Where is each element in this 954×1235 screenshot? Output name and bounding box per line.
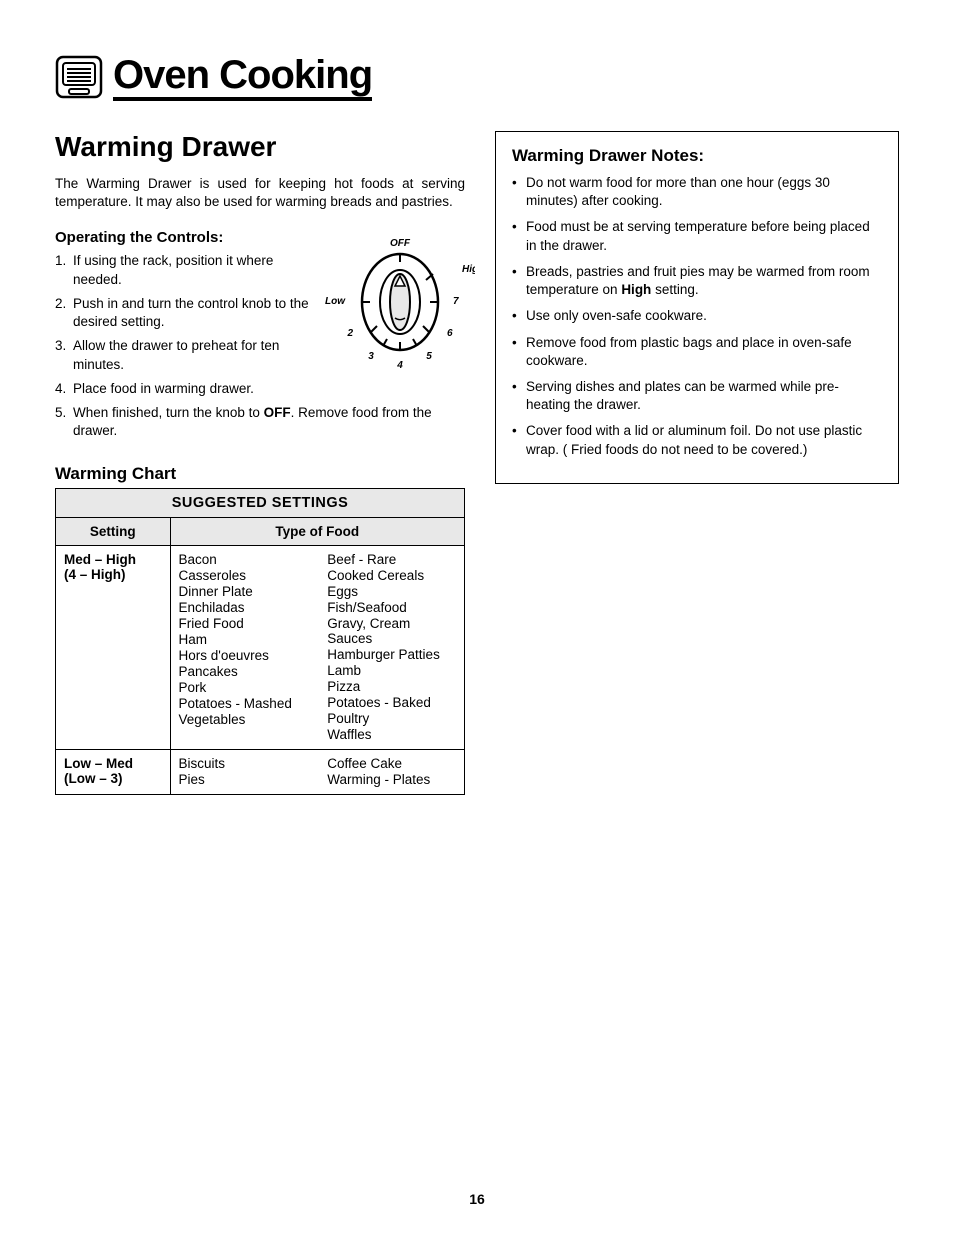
section-title-warming-drawer: Warming Drawer — [55, 131, 465, 163]
note-item: •Cover food with a lid or aluminum foil.… — [512, 422, 882, 458]
oven-icon — [55, 55, 103, 101]
svg-text:2: 2 — [346, 328, 353, 339]
page-header: Oven Cooking — [55, 55, 899, 101]
note-item: •Breads, pastries and fruit pies may be … — [512, 263, 882, 299]
svg-text:5: 5 — [426, 351, 432, 362]
operating-step: 4.Place food in warming drawer. — [55, 380, 465, 398]
svg-text:7: 7 — [453, 296, 459, 307]
note-item: •Remove food from plastic bags and place… — [512, 334, 882, 370]
col-food: Type of Food — [170, 518, 464, 546]
operating-step: 5.When finished, turn the knob to OFF. R… — [55, 404, 465, 440]
warming-chart-table: SUGGESTED SETTINGS Setting Type of Food … — [55, 488, 465, 795]
note-item: •Do not warm food for more than one hour… — [512, 174, 882, 210]
page-number: 16 — [0, 1191, 954, 1207]
table-row: Low – Med(Low – 3)BiscuitsPiesCoffee Cak… — [56, 750, 465, 795]
control-knob-diagram: OFF High 7 6 5 4 3 2 Low — [325, 234, 475, 379]
note-item: •Use only oven-safe cookware. — [512, 307, 882, 325]
note-item: •Food must be at serving temperature bef… — [512, 218, 882, 254]
svg-text:OFF: OFF — [390, 238, 411, 249]
warming-chart-heading: Warming Chart — [55, 464, 465, 484]
notes-list: •Do not warm food for more than one hour… — [512, 174, 882, 459]
svg-text:3: 3 — [368, 351, 374, 362]
table-row: Med – High(4 – High)BaconCasserolesDinne… — [56, 546, 465, 750]
notes-box: Warming Drawer Notes: •Do not warm food … — [495, 131, 899, 484]
note-item: •Serving dishes and plates can be warmed… — [512, 378, 882, 414]
svg-text:6: 6 — [447, 328, 453, 339]
svg-text:High: High — [462, 264, 475, 275]
svg-text:4: 4 — [396, 360, 403, 371]
notes-heading: Warming Drawer Notes: — [512, 146, 882, 166]
col-setting: Setting — [56, 518, 171, 546]
page-title: Oven Cooking — [113, 55, 372, 101]
intro-paragraph: The Warming Drawer is used for keeping h… — [55, 175, 465, 211]
table-title: SUGGESTED SETTINGS — [56, 489, 465, 518]
svg-text:Low: Low — [325, 296, 346, 307]
